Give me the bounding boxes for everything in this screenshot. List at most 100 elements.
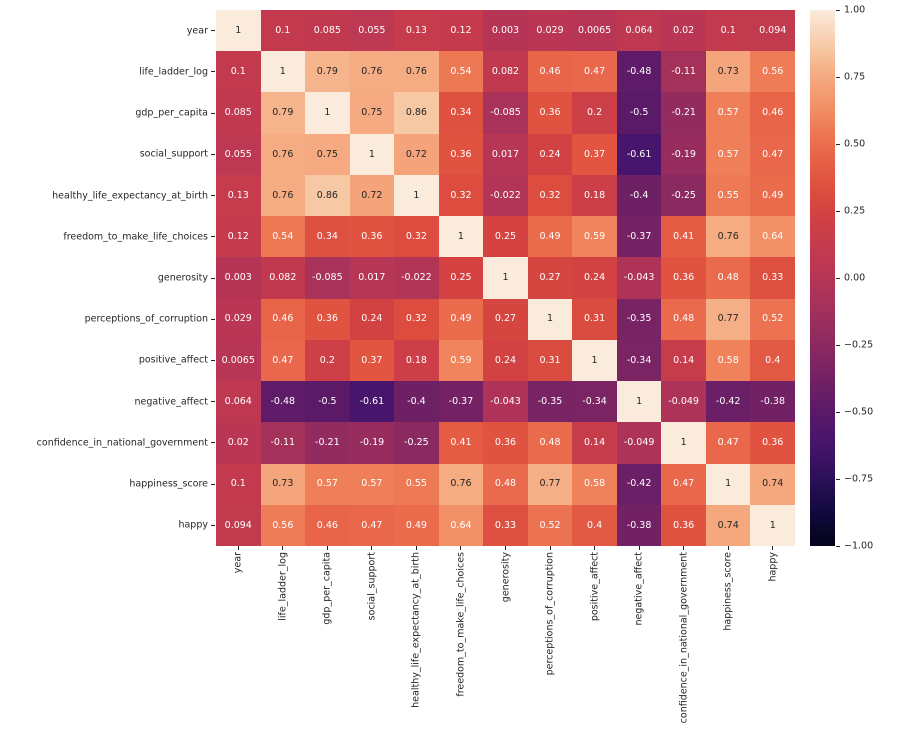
y-tick-mark [211, 30, 215, 32]
colorbar-tick-label: −0.25 [844, 339, 874, 351]
y-tick-mark [211, 195, 215, 197]
x-tick-label: healthy_life_expectancy_at_birth [411, 552, 422, 708]
heatmap-cell: -0.34 [616, 339, 662, 382]
heatmap-cell: 0.72 [394, 133, 439, 175]
y-tick-mark [211, 318, 215, 320]
heatmap-cell: 0.57 [305, 463, 350, 505]
heatmap-cell: 0.18 [572, 174, 617, 217]
heatmap-cell: 0.48 [527, 422, 573, 464]
x-tick-label: generosity [500, 552, 511, 602]
heatmap-cell: 0.4 [572, 504, 617, 546]
y-tick-mark [211, 153, 215, 155]
colorbar-tick-label: 0.75 [844, 71, 866, 83]
heatmap-cell: 0.24 [527, 133, 573, 175]
heatmap-cell: 0.77 [527, 463, 573, 505]
x-tick-label-text: social_support [366, 552, 378, 621]
heatmap-cell: 0.76 [349, 51, 395, 93]
heatmap-cell: 0.46 [260, 298, 306, 340]
heatmap-cell: -0.48 [616, 51, 662, 93]
heatmap-cell: 0.14 [661, 339, 706, 382]
heatmap-cell: 0.57 [705, 92, 751, 134]
heatmap-cell: 0.1 [705, 10, 751, 52]
heatmap-cell: 0.54 [260, 216, 306, 258]
heatmap-cell: 0.36 [661, 257, 706, 299]
heatmap-cell: 0.46 [527, 51, 573, 93]
heatmap-grid: 1 0.1 0.085 0.055 0.13 0.12 0.003 0.029 0.0065 0.… [216, 10, 795, 546]
heatmap-cell: 1 [750, 504, 795, 546]
y-tick-mark [211, 524, 215, 526]
heatmap-cell: 0.48 [661, 298, 706, 340]
heatmap-cell: -0.085 [305, 257, 350, 299]
y-tick-mark [211, 401, 215, 403]
x-tick-label-text: perceptions_of_corruption [544, 552, 556, 676]
heatmap-cell: 0.33 [750, 257, 795, 299]
heatmap-cell: 0.86 [394, 92, 439, 134]
heatmap-cell: 0.75 [305, 133, 350, 175]
heatmap-cell: 1 [216, 10, 261, 52]
heatmap-cell: -0.35 [527, 381, 573, 423]
heatmap-cell: 0.25 [483, 216, 528, 258]
heatmap-cell: 1 [305, 92, 350, 134]
y-tick-mark [211, 359, 215, 361]
heatmap-cell: -0.19 [661, 133, 706, 175]
heatmap-cell: 0.24 [349, 298, 395, 340]
colorbar-tick-label: 0.25 [844, 205, 866, 217]
heatmap-cell: 0.79 [260, 92, 306, 134]
x-tick-label-text: healthy_life_expectancy_at_birth [410, 552, 422, 708]
y-tick-label: happy [178, 519, 208, 531]
x-tick-label: year [233, 552, 244, 573]
heatmap-cell: 0.32 [438, 174, 484, 217]
heatmap-cell: 0.02 [661, 10, 706, 52]
heatmap-cell: -0.35 [616, 298, 662, 340]
y-tick-label: perceptions_of_corruption [84, 313, 208, 325]
colorbar-tick-label: −0.75 [844, 473, 874, 485]
heatmap-cell: -0.19 [349, 422, 395, 464]
heatmap-cell: -0.37 [616, 216, 662, 258]
heatmap-cell: 0.0065 [572, 10, 617, 52]
heatmap-cell: 0.029 [527, 10, 573, 52]
x-tick-label: positive_affect [589, 552, 600, 621]
heatmap-cell: 0.47 [705, 422, 751, 464]
y-tick-mark [211, 483, 215, 485]
heatmap-cell: 0.31 [527, 339, 573, 382]
heatmap-cell: 0.41 [438, 422, 484, 464]
heatmap-cell: 0.4 [750, 339, 795, 382]
heatmap-cell: -0.61 [616, 133, 662, 175]
heatmap-cell: -0.48 [260, 381, 306, 423]
heatmap-cell: 0.47 [349, 504, 395, 546]
colorbar-tick-mark [836, 411, 840, 413]
heatmap-cell: -0.61 [349, 381, 395, 423]
heatmap-cell: 0.64 [438, 504, 484, 546]
x-tick-mark [371, 546, 373, 550]
heatmap-cell: 0.082 [483, 51, 528, 93]
heatmap-cell: 0.36 [483, 422, 528, 464]
heatmap-cell: 0.36 [527, 92, 573, 134]
heatmap-cell: 0.33 [483, 504, 528, 546]
y-tick-label: social_support [139, 148, 208, 160]
x-tick-label: social_support [366, 552, 377, 620]
x-tick-label-text: positive_affect [589, 552, 601, 622]
heatmap-cell: 1 [527, 298, 573, 340]
heatmap-cell: 0.017 [483, 133, 528, 175]
heatmap-cell: 0.32 [394, 298, 439, 340]
heatmap-cell: 0.18 [394, 339, 439, 382]
x-tick-mark [415, 546, 417, 550]
heatmap-cell: 0.58 [705, 339, 751, 382]
heatmap-cell: 0.49 [750, 174, 795, 217]
colorbar-tick-label: 0.50 [844, 138, 866, 150]
colorbar [810, 10, 835, 546]
heatmap-cell: 0.36 [438, 133, 484, 175]
x-tick-label-text: happy [767, 552, 779, 582]
heatmap-cell: 0.12 [216, 216, 261, 258]
heatmap-cell: -0.022 [394, 257, 439, 299]
heatmap-cell: 0.55 [394, 463, 439, 505]
colorbar-tick-mark [836, 344, 840, 346]
colorbar-tick-mark [836, 478, 840, 480]
x-tick-label-text: freedom_to_make_life_choices [455, 552, 467, 697]
x-tick-mark [326, 546, 328, 550]
colorbar-tick-mark [836, 277, 840, 279]
heatmap-cell: -0.25 [394, 422, 439, 464]
heatmap-cell: 0.094 [216, 504, 261, 546]
heatmap-cell: 0.1 [260, 10, 306, 52]
x-tick-label-text: confidence_in_national_government [678, 552, 690, 724]
